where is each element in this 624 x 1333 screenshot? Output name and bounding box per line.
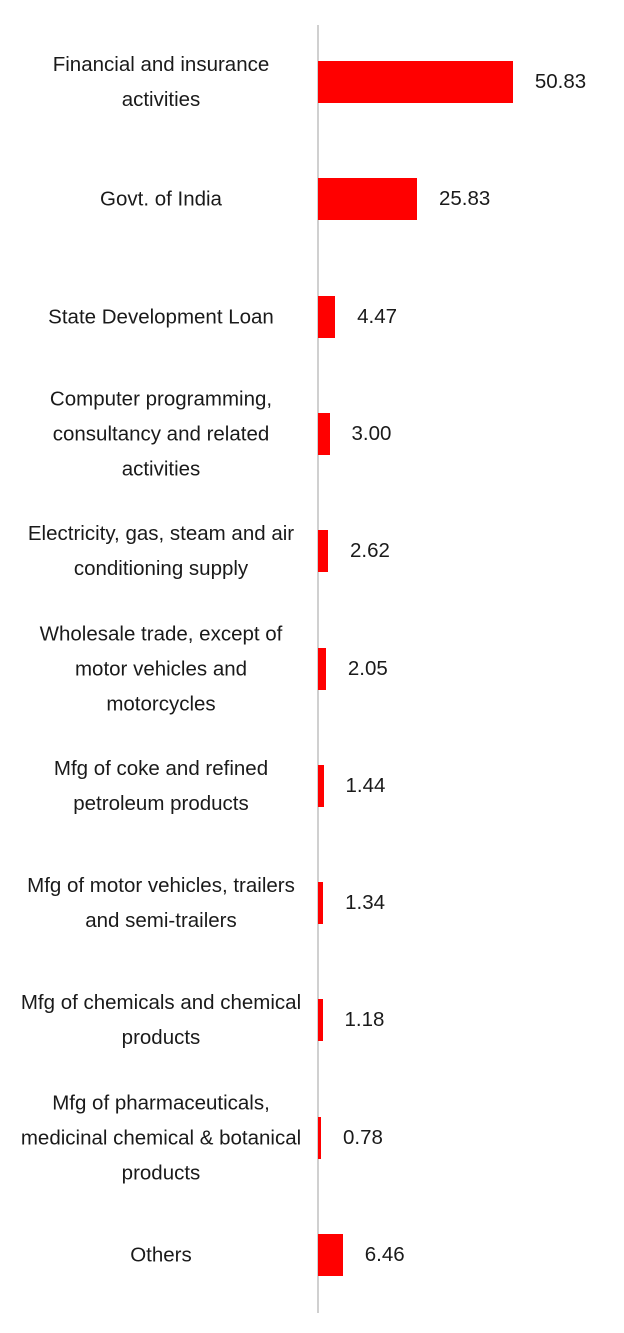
bar	[318, 1116, 321, 1159]
category-label: State Development Loan	[48, 305, 274, 329]
bar	[318, 882, 324, 925]
bar	[318, 1234, 343, 1276]
category-label: Financial and insurance activities	[52, 53, 270, 111]
value-label: 1.18	[344, 1008, 385, 1032]
bar	[318, 999, 323, 1042]
value-label: 1.34	[345, 891, 386, 915]
value-label: 1.44	[345, 773, 386, 797]
category-label: Wholesale trade, except of motor vehicle…	[39, 622, 283, 715]
value-label: 3.00	[351, 421, 392, 445]
value-label: 6.46	[364, 1243, 405, 1266]
value-label: 0.78	[342, 1125, 383, 1149]
category-label: Mfg of motor vehicles, trailers and semi…	[27, 874, 295, 933]
bar	[318, 295, 336, 338]
bar	[318, 530, 329, 573]
category-label: Electricity, gas, steam and air conditio…	[27, 522, 295, 581]
bar	[318, 764, 324, 807]
category-label: Govt. of India	[100, 187, 222, 211]
category-label: Mfg of pharmaceuticals, medicinal chemic…	[20, 1091, 302, 1185]
bar	[318, 178, 417, 221]
category-label: Others	[130, 1243, 192, 1267]
value-label: 2.05	[347, 656, 388, 680]
category-label: Mfg of coke and refined petroleum produc…	[53, 756, 269, 815]
bar	[318, 61, 513, 103]
bar	[318, 412, 330, 455]
category-label: Computer programming, consultancy and re…	[49, 387, 273, 481]
value-label: 50.83	[534, 70, 587, 93]
value-label: 4.47	[357, 304, 398, 328]
category-label: Mfg of chemicals and chemical products	[20, 991, 302, 1050]
value-label: 25.83	[439, 187, 491, 211]
value-label: 2.62	[350, 539, 390, 563]
bar	[318, 647, 326, 690]
